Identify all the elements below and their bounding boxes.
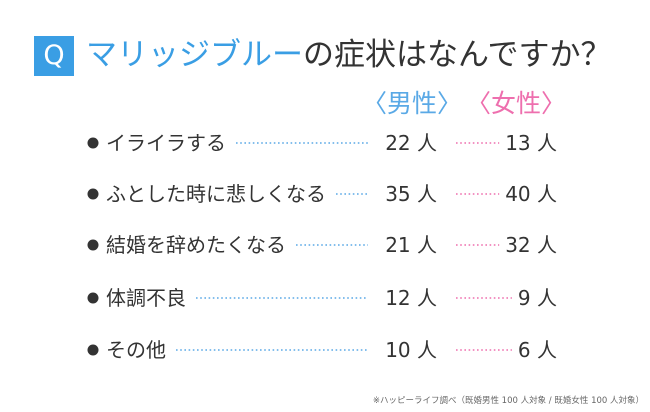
female-value: 13 人	[505, 131, 557, 155]
female-value: 32 人	[505, 233, 557, 257]
male-value: 35 人	[385, 182, 437, 206]
category-label: 結婚を辞めたくなる	[106, 233, 286, 257]
source-footnote: ※ハッピーライフ調べ（既婚男性 100 人対象 / 既婚女性 100 人対象）	[372, 396, 644, 406]
female-value: 6 人	[518, 338, 557, 362]
row-bullet	[87, 292, 99, 304]
title-rest: の症状はなんですか？	[303, 37, 612, 73]
male-value: 21 人	[385, 233, 437, 257]
male-value: 22 人	[385, 131, 437, 155]
female-value: 9 人	[518, 286, 557, 310]
legend-female: 〈女性〉	[466, 89, 567, 118]
page-title: マリッジブルーの症状はなんですか？	[86, 32, 611, 78]
category-label: 体調不良	[106, 286, 186, 310]
question-badge: Q	[34, 36, 74, 76]
female-value: 40 人	[505, 182, 557, 206]
male-value: 12 人	[385, 286, 437, 310]
row-bullet	[87, 344, 99, 356]
row-bullet	[87, 137, 99, 149]
legend-male: 〈男性〉	[362, 89, 463, 118]
row-bullet	[87, 239, 99, 251]
row-bullet	[87, 188, 99, 200]
male-value: 10 人	[385, 338, 437, 362]
category-label: その他	[106, 338, 166, 362]
category-label: イライラする	[106, 131, 226, 155]
title-accent: マリッジブルー	[86, 37, 303, 73]
category-label: ふとした時に悲しくなる	[106, 182, 326, 206]
